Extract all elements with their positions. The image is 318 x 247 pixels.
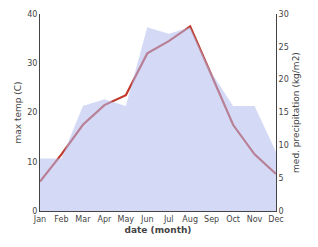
svg-text:20: 20 [279,75,289,84]
svg-text:40: 40 [27,10,37,19]
svg-text:Aug: Aug [182,215,198,224]
svg-text:30: 30 [27,59,37,68]
svg-text:5: 5 [279,174,284,183]
svg-text:0: 0 [279,207,284,216]
svg-text:15: 15 [279,108,289,117]
svg-text:Oct: Oct [226,215,240,224]
svg-text:25: 25 [279,43,289,52]
svg-text:Feb: Feb [54,215,68,224]
svg-text:20: 20 [27,108,37,117]
svg-text:Nov: Nov [247,215,263,224]
svg-text:med. precipitation (kg/m2): med. precipitation (kg/m2) [291,52,301,173]
svg-text:May: May [118,215,135,224]
svg-text:date (month): date (month) [125,225,192,235]
svg-text:Sep: Sep [204,215,219,224]
svg-text:Jan: Jan [33,215,46,224]
svg-text:Dec: Dec [268,215,283,224]
svg-text:Apr: Apr [97,215,112,224]
svg-text:Jul: Jul [163,215,174,224]
svg-text:max temp (C): max temp (C) [13,81,23,143]
svg-text:30: 30 [279,10,289,19]
svg-text:Mar: Mar [75,215,91,224]
svg-text:10: 10 [27,158,37,167]
svg-text:10: 10 [279,141,289,150]
svg-text:Jun: Jun [140,215,154,224]
svg-text:0: 0 [32,207,37,216]
